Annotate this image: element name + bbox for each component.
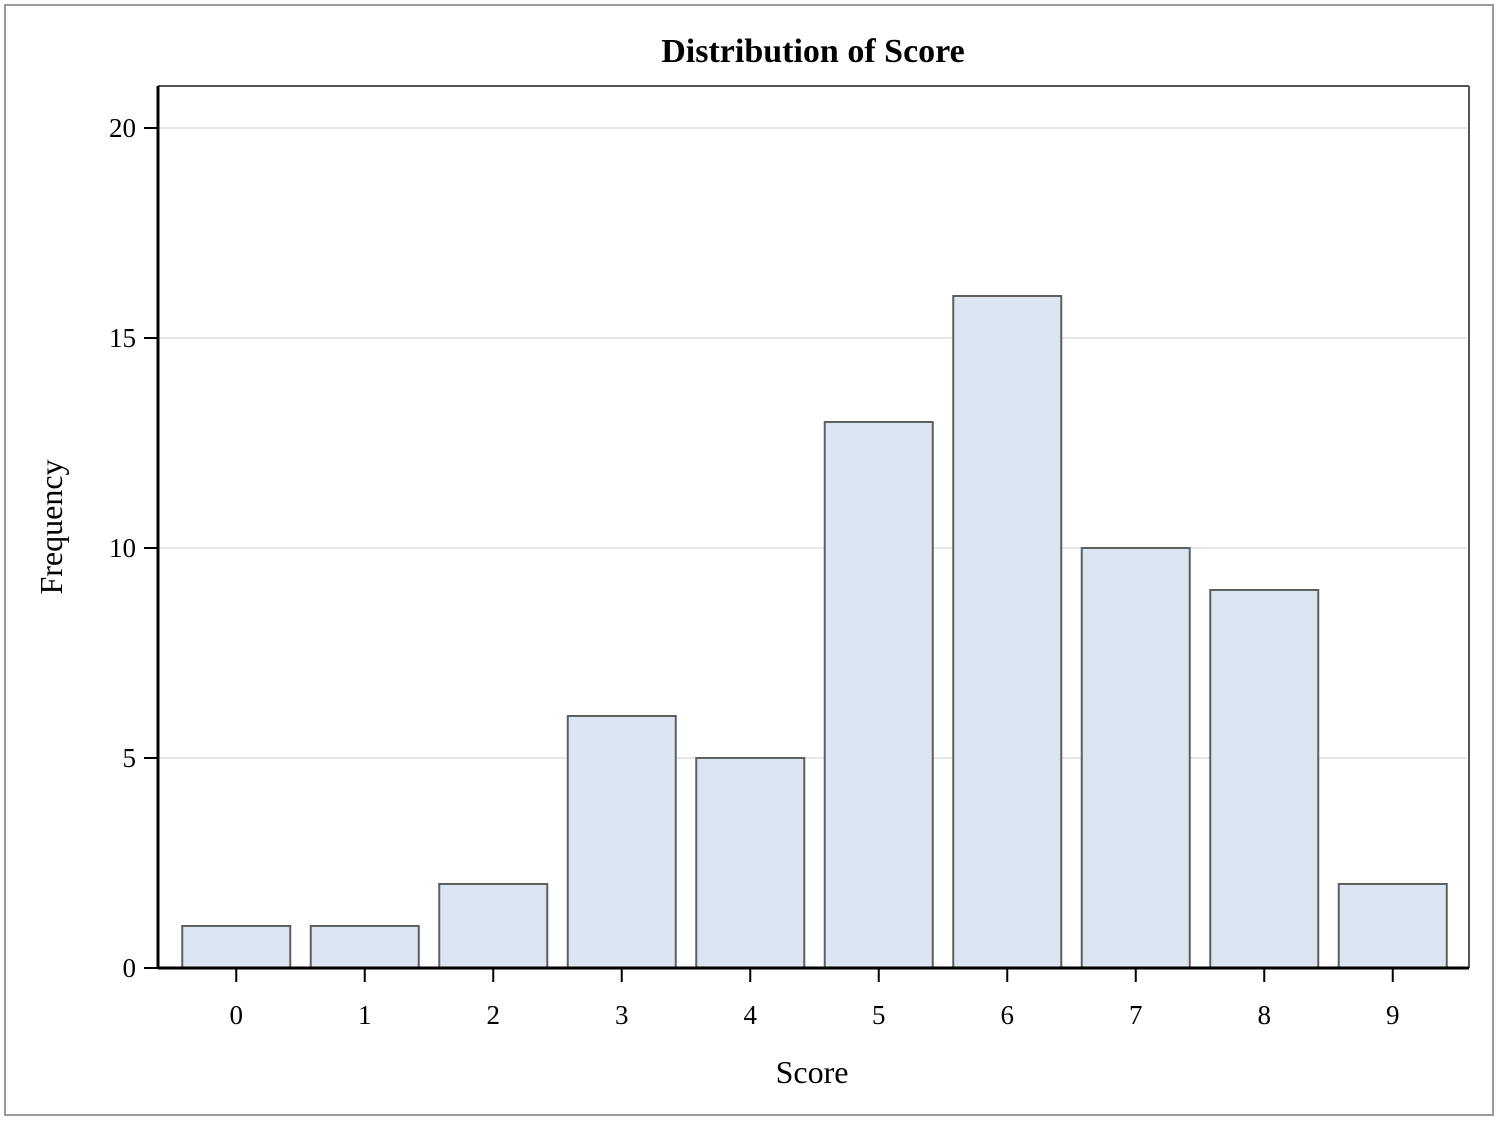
bars xyxy=(181,295,1448,969)
y-axis-label: Frequency xyxy=(33,459,69,594)
bar-7 xyxy=(1080,547,1191,969)
x-tick-label: 1 xyxy=(358,1000,372,1030)
x-tick-label: 3 xyxy=(615,1000,629,1030)
x-axis-label: Score xyxy=(776,1054,849,1090)
bar-5 xyxy=(823,421,934,969)
x-tick-label: 2 xyxy=(487,1000,501,1030)
x-tick-label: 7 xyxy=(1129,1000,1143,1030)
bar-3 xyxy=(566,715,677,969)
bar-2 xyxy=(438,883,549,969)
x-tick-label: 8 xyxy=(1258,1000,1272,1030)
bar-8 xyxy=(1209,589,1320,969)
x-tick-label: 4 xyxy=(744,1000,758,1030)
y-tick-label: 0 xyxy=(123,953,137,983)
bar-0 xyxy=(181,925,292,969)
chart-title: Distribution of Score xyxy=(661,33,964,70)
x-tick-label: 0 xyxy=(230,1000,244,1030)
tick-labels: 0 5 10 15 20 0 1 2 3 4 5 6 7 8 9 xyxy=(109,113,1400,1030)
x-tick-label: 6 xyxy=(1001,1000,1015,1030)
bar-1 xyxy=(309,925,420,969)
bar-4 xyxy=(695,757,806,969)
axes xyxy=(144,85,1470,982)
bar-9 xyxy=(1337,883,1448,969)
y-tick-label: 10 xyxy=(109,533,136,563)
bar-6 xyxy=(952,295,1063,969)
x-tick-label: 9 xyxy=(1386,1000,1400,1030)
y-tick-label: 5 xyxy=(123,743,137,773)
y-tick-label: 15 xyxy=(109,323,136,353)
x-tick-label: 5 xyxy=(872,1000,886,1030)
y-tick-label: 20 xyxy=(109,113,136,143)
